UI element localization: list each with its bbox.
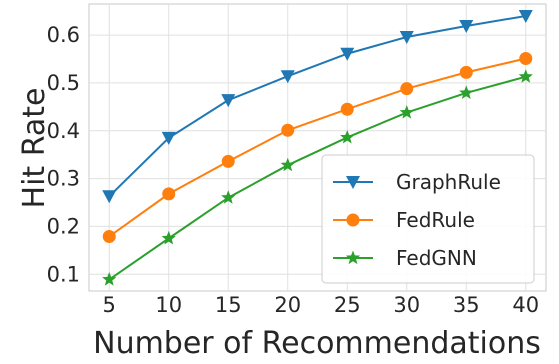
series-fedgnn <box>102 69 533 286</box>
y-tick-label: 0.3 <box>47 167 80 191</box>
series-fedrule <box>102 52 533 243</box>
legend-marker <box>346 213 360 227</box>
data-point <box>162 187 176 201</box>
data-point <box>518 9 533 23</box>
data-point <box>161 230 176 245</box>
y-tick-label: 0.5 <box>47 71 80 95</box>
y-tick-label: 0.6 <box>47 23 80 47</box>
legend-marker <box>345 250 361 265</box>
x-tick-label: 5 <box>103 293 116 317</box>
data-point <box>102 190 117 204</box>
x-tick-label: 10 <box>155 293 182 317</box>
y-tick-label: 0.1 <box>47 262 80 286</box>
data-point <box>280 70 295 84</box>
data-point <box>459 20 474 34</box>
x-tick-label: 40 <box>512 293 539 317</box>
legend-entry: FedGNN <box>333 246 477 270</box>
data-point <box>518 69 533 83</box>
y-tick-label: 0.4 <box>47 119 80 143</box>
legend-label: FedGNN <box>396 246 477 270</box>
data-point <box>102 272 117 286</box>
data-point <box>161 131 176 145</box>
x-tick-label: 35 <box>453 293 480 317</box>
legend: GraphRule FedRule FedGNN <box>321 154 535 284</box>
legend-label: FedRule <box>396 208 475 232</box>
data-point <box>519 52 533 66</box>
data-point <box>221 154 235 168</box>
data-point <box>340 47 355 61</box>
x-tick-label: 30 <box>393 293 420 317</box>
data-point <box>221 190 236 204</box>
data-point <box>340 102 354 116</box>
legend-entry: GraphRule <box>333 170 501 194</box>
legend-box <box>321 154 535 284</box>
y-tick-label: 0.2 <box>47 214 80 238</box>
series-layer <box>102 9 533 286</box>
x-tick-label: 25 <box>334 293 361 317</box>
x-tick-label: 20 <box>274 293 301 317</box>
x-tick-label: 15 <box>215 293 242 317</box>
data-point <box>399 31 414 45</box>
data-point <box>340 129 355 144</box>
legend-marker <box>346 176 360 189</box>
x-axis-label: Number of Recommendations <box>93 326 541 361</box>
data-point <box>399 105 414 119</box>
series-line <box>108 14 526 198</box>
data-point <box>459 65 473 79</box>
series-line <box>108 57 526 238</box>
tick-labels: 5 10 15 20 25 30 35 40 0.1 0.2 0.3 0.4 0.5 0.6 <box>47 23 540 317</box>
data-point <box>281 123 295 137</box>
series-graphrule <box>102 9 533 204</box>
data-point <box>221 94 236 108</box>
legend-entry: FedRule <box>333 208 475 232</box>
legend-label: GraphRule <box>396 170 501 194</box>
data-point <box>459 85 474 100</box>
data-point <box>400 82 414 96</box>
data-point <box>280 157 295 172</box>
data-point <box>102 229 116 243</box>
series-line <box>108 75 527 281</box>
y-axis-label: Hit Rate <box>17 88 52 209</box>
